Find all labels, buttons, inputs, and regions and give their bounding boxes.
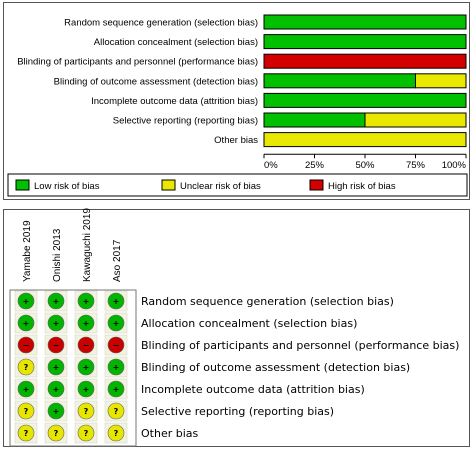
legend-swatch xyxy=(161,179,176,191)
judgement-high-dot xyxy=(107,336,125,354)
judgement-symbol: + xyxy=(53,385,60,394)
study-label: Aso 2017 xyxy=(112,239,123,282)
bar-segment xyxy=(263,53,467,69)
judgement-symbol: ? xyxy=(54,429,59,438)
judgement-symbol: − xyxy=(83,341,90,350)
x-tick-label: 50% xyxy=(355,160,375,171)
judgement-symbol: ? xyxy=(84,429,89,438)
judgement-low-dot xyxy=(47,292,65,310)
risk-of-bias-graph: Random sequence generation (selection bi… xyxy=(7,14,468,197)
judgement-unclear-dot xyxy=(17,358,35,376)
legend-swatch xyxy=(309,179,324,191)
judgement-unclear-dot xyxy=(17,402,35,420)
risk-of-bias-graph-panel: Random sequence generation (selection bi… xyxy=(3,2,470,200)
x-tick-label: 0% xyxy=(264,160,278,171)
bar-segment xyxy=(263,34,467,50)
judgement-symbol: + xyxy=(83,385,90,394)
category-label: Other bias xyxy=(214,135,258,146)
bar-segment xyxy=(263,132,467,148)
judgement-symbol: + xyxy=(23,297,30,306)
domain-label: Other bias xyxy=(141,427,199,440)
judgement-low-dot xyxy=(17,380,35,398)
x-tick-label: 100% xyxy=(442,160,467,171)
judgement-high-dot xyxy=(47,336,65,354)
judgement-unclear-dot xyxy=(107,402,125,420)
judgement-low-dot xyxy=(47,380,65,398)
judgement-high-dot xyxy=(17,336,35,354)
judgement-symbol: + xyxy=(113,319,120,328)
risk-of-bias-summary: Yamabe 2019 Onishi 2013 Kawaguchi 2019 Aso … xyxy=(9,208,459,447)
judgement-symbol: + xyxy=(113,385,120,394)
judgement-symbol: ? xyxy=(114,407,119,416)
legend-label: High risk of bias xyxy=(328,181,396,192)
judgement-unclear-dot xyxy=(77,402,95,420)
judgement-symbol: + xyxy=(53,363,60,372)
bar-segment xyxy=(415,73,467,89)
judgement-low-dot xyxy=(77,314,95,332)
judgement-symbol: + xyxy=(53,297,60,306)
judgement-unclear-dot xyxy=(17,424,35,442)
risk-of-bias-summary-panel: Yamabe 2019 Onishi 2013 Kawaguchi 2019 Aso … xyxy=(3,208,470,447)
judgement-unclear-dot xyxy=(77,424,95,442)
judgement-unclear-dot xyxy=(107,424,125,442)
judgement-low-dot xyxy=(17,292,35,310)
judgement-symbol: + xyxy=(53,407,60,416)
study-label: Kawaguchi 2019 xyxy=(82,208,93,282)
judgement-symbol: + xyxy=(113,363,120,372)
judgement-symbol: ? xyxy=(114,429,119,438)
bar-segment xyxy=(263,92,467,108)
judgement-high-dot xyxy=(77,336,95,354)
bar-segment xyxy=(263,112,366,128)
x-tick-label: 25% xyxy=(305,160,325,171)
domain-label: Blinding of participants and personnel (… xyxy=(141,339,459,352)
bar-segment xyxy=(364,112,467,128)
judgement-unclear-dot xyxy=(47,424,65,442)
judgement-symbol: ? xyxy=(84,407,89,416)
category-label: Allocation concealment (selection bias) xyxy=(94,37,258,48)
domain-label: Selective reporting (reporting bias) xyxy=(141,405,334,418)
judgement-low-dot xyxy=(17,314,35,332)
judgement-symbol: + xyxy=(83,319,90,328)
category-label: Incomplete outcome data (attrition bias) xyxy=(91,96,258,107)
judgement-symbol: + xyxy=(83,363,90,372)
bar-segment xyxy=(263,14,467,30)
domain-label: Random sequence generation (selection bi… xyxy=(141,295,394,308)
category-label: Random sequence generation (selection bi… xyxy=(64,18,258,29)
judgement-low-dot xyxy=(107,292,125,310)
judgement-symbol: + xyxy=(113,297,120,306)
judgement-symbol: − xyxy=(23,341,30,350)
judgement-low-dot xyxy=(77,380,95,398)
category-label: Blinding of outcome assessment (detectio… xyxy=(54,76,258,87)
judgement-symbol: − xyxy=(113,341,120,350)
judgement-symbol: + xyxy=(23,319,30,328)
judgement-low-dot xyxy=(107,358,125,376)
domain-label: Blinding of outcome assessment (detectio… xyxy=(141,361,410,374)
domain-label: Incomplete outcome data (attrition bias) xyxy=(141,383,365,396)
judgement-symbol: − xyxy=(53,341,60,350)
judgement-symbol: ? xyxy=(24,363,29,372)
judgement-low-dot xyxy=(77,292,95,310)
legend-label: Low risk of bias xyxy=(34,181,100,192)
x-tick-label: 75% xyxy=(406,160,426,171)
domain-label: Allocation concealment (selection bias) xyxy=(141,317,357,330)
judgement-symbol: + xyxy=(53,319,60,328)
judgement-low-dot xyxy=(77,358,95,376)
category-label: Selective reporting (reporting bias) xyxy=(113,116,258,127)
judgement-low-dot xyxy=(47,402,65,420)
judgement-symbol: ? xyxy=(24,407,29,416)
category-label: Blinding of participants and personnel (… xyxy=(17,57,258,68)
judgement-low-dot xyxy=(47,314,65,332)
legend-swatch xyxy=(15,179,30,191)
judgement-low-dot xyxy=(47,358,65,376)
study-label: Yamabe 2019 xyxy=(22,220,33,282)
legend xyxy=(7,173,468,197)
judgement-low-dot xyxy=(107,380,125,398)
judgement-low-dot xyxy=(107,314,125,332)
judgement-symbol: ? xyxy=(24,429,29,438)
judgement-symbol: + xyxy=(23,385,30,394)
judgement-symbol: + xyxy=(83,297,90,306)
study-label: Onishi 2013 xyxy=(52,228,63,282)
bar-segment xyxy=(263,73,416,89)
legend-label: Unclear risk of bias xyxy=(180,181,261,192)
